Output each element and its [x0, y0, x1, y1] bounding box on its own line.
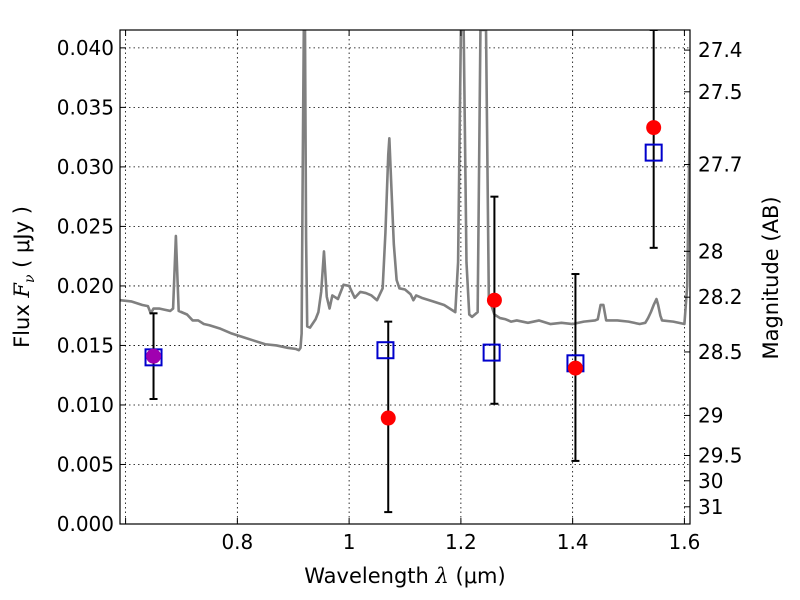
- observed-flux-marker: [380, 410, 396, 426]
- x-axis-label-prefix: Wavelength: [304, 564, 435, 588]
- y-axis-label: Flux Fν ( μJy ): [10, 206, 38, 348]
- model-square-marker: [376, 341, 395, 360]
- y-tick-label: 0.000: [57, 512, 114, 536]
- y-tick-label: 0.015: [57, 333, 114, 357]
- y-axis-label-math: F: [10, 282, 34, 299]
- y-tick-label: 0.005: [57, 452, 114, 476]
- observed-flux-marker: [646, 120, 662, 136]
- observed-flux-marker: [146, 348, 162, 364]
- right-tick-label: 29.5: [698, 444, 743, 468]
- right-tick-label: 28.2: [698, 285, 743, 309]
- x-tick-label: 1.4: [557, 530, 589, 554]
- x-tick-label: 1: [343, 530, 356, 554]
- spectrum-line: [120, 30, 690, 352]
- y-axis-label-sub: ν: [22, 274, 38, 283]
- right-tick-label: 28.5: [698, 340, 743, 364]
- x-tick-label: 0.8: [221, 530, 253, 554]
- model-square-marker: [644, 143, 663, 162]
- y-tick-label: 0.035: [57, 95, 114, 119]
- right-tick-label: 31: [698, 495, 723, 519]
- data-layer: [120, 30, 690, 514]
- right-tick-label: 27.4: [698, 38, 743, 62]
- right-tick-label: 29: [698, 403, 723, 427]
- plot-frame: [119, 29, 691, 525]
- right-tick-label: 28: [698, 239, 723, 263]
- grid: [120, 30, 690, 525]
- x-tick-label: 1.2: [445, 530, 477, 554]
- x-axis-label: Wavelength λ (μm): [304, 564, 505, 588]
- y-axis-label-suffix: ( μJy ): [10, 206, 34, 274]
- y-tick-label: 0.030: [57, 155, 114, 179]
- x-tick-label: 1.6: [669, 530, 701, 554]
- right-tick-label: 30: [698, 469, 723, 493]
- x-axis-label-math: λ: [435, 564, 449, 588]
- y-axis-label-prefix: Flux: [10, 298, 34, 348]
- ticks: 0.8 1 1.2 1.4 1.6 0.000 0.005 0.010 0.015 0.020 0.…: [57, 30, 743, 554]
- right-tick-label: 27.5: [698, 80, 743, 104]
- y-tick-label: 0.040: [57, 36, 114, 60]
- labels: Wavelength λ (μm) Flux Fν ( μJy ) Magnit…: [10, 196, 783, 588]
- y-axis-right-label: Magnitude (AB): [759, 196, 783, 359]
- observed-flux-marker: [486, 292, 502, 308]
- observed-flux-marker: [567, 360, 583, 376]
- model-square-marker: [482, 343, 501, 362]
- y-tick-label: 0.025: [57, 214, 114, 238]
- y-tick-label: 0.020: [57, 274, 114, 298]
- y-tick-label: 0.010: [57, 393, 114, 417]
- right-tick-label: 27.7: [698, 153, 743, 177]
- x-axis-label-suffix: (μm): [449, 564, 506, 588]
